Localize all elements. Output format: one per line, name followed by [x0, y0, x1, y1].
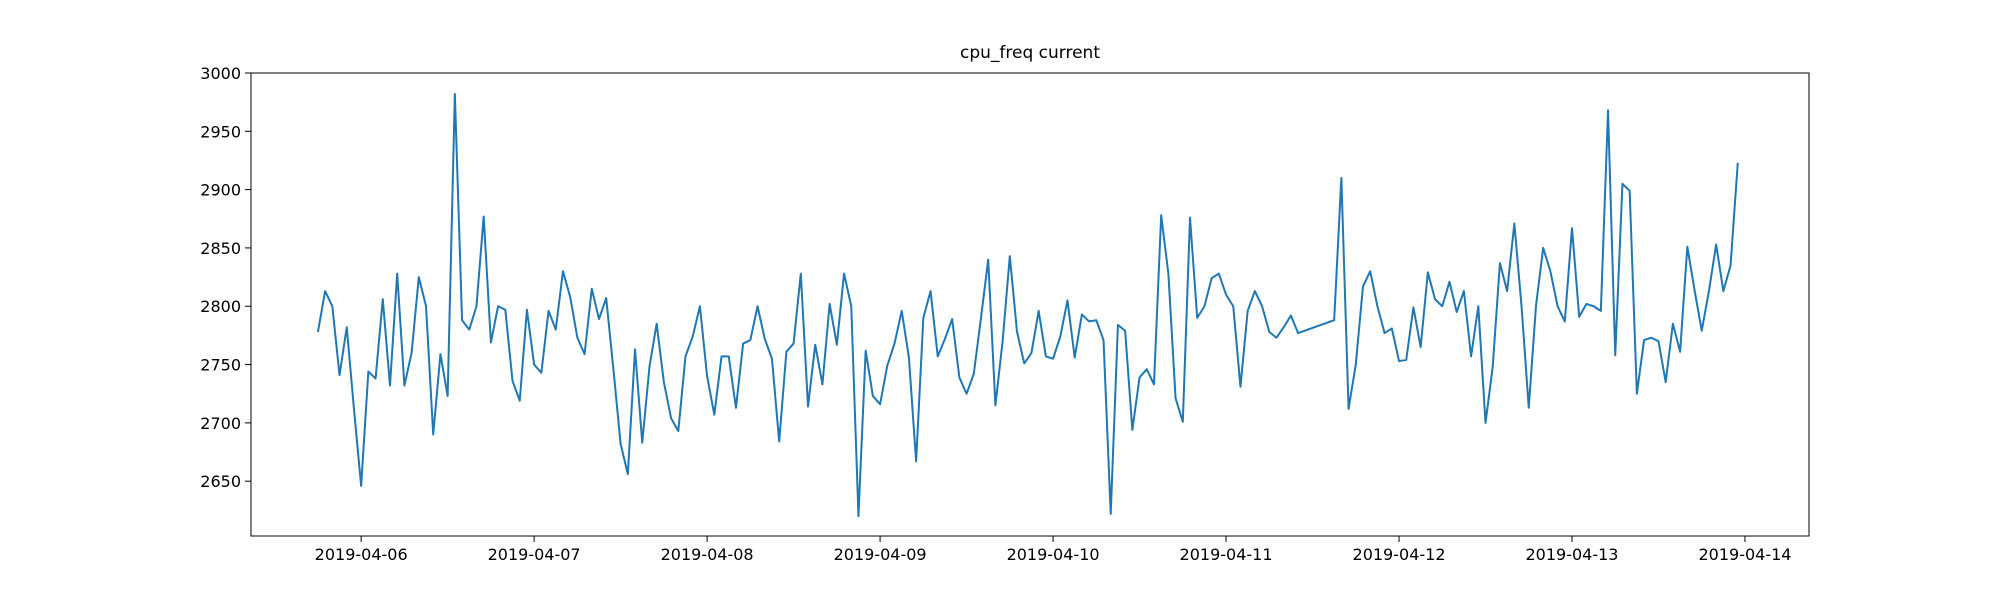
x-tick-label: 2019-04-12 [1353, 545, 1446, 564]
y-tick-label: 2900 [200, 181, 241, 200]
x-tick-label: 2019-04-07 [488, 545, 581, 564]
x-tick-label: 2019-04-10 [1007, 545, 1100, 564]
data-line [316, 92, 1739, 518]
x-tick-label: 2019-04-09 [834, 545, 927, 564]
y-tick-label: 2650 [200, 472, 241, 491]
y-tick-label: 2850 [200, 239, 241, 258]
y-tick-label: 2800 [200, 297, 241, 316]
plot-frame [250, 72, 1810, 537]
y-tick-label: 2950 [200, 122, 241, 141]
chart-title: cpu_freq current [960, 43, 1100, 63]
x-tick-label: 2019-04-08 [661, 545, 754, 564]
x-tick-label: 2019-04-06 [315, 545, 408, 564]
y-tick-label: 2750 [200, 356, 241, 375]
y-tick-label: 3000 [200, 64, 241, 83]
y-tick-label: 2700 [200, 414, 241, 433]
x-tick-label: 2019-04-13 [1526, 545, 1619, 564]
x-tick-label: 2019-04-14 [1698, 545, 1791, 564]
x-tick-label: 2019-04-11 [1180, 545, 1273, 564]
